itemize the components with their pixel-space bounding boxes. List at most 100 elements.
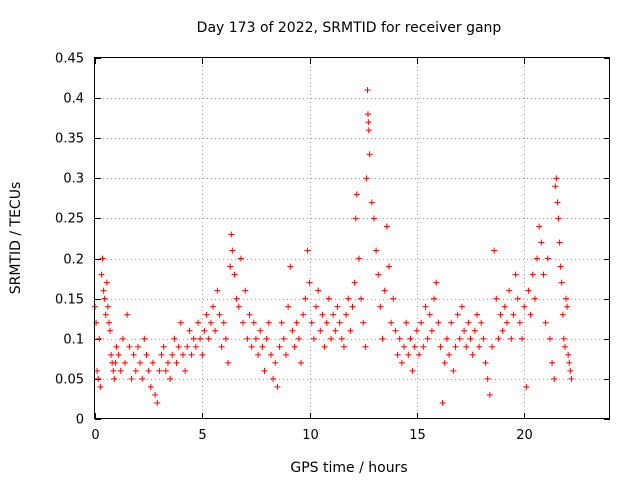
data-point: [523, 383, 530, 390]
y-tick-label: 0.25: [55, 212, 84, 227]
data-point: [407, 335, 414, 342]
data-point: [484, 375, 491, 382]
data-point: [300, 311, 307, 318]
data-point: [98, 271, 105, 278]
data-point: [235, 303, 242, 310]
data-point: [336, 319, 343, 326]
data-point: [173, 359, 180, 366]
data-point: [228, 231, 235, 238]
data-point: [352, 215, 359, 222]
data-point: [476, 343, 483, 350]
x-axis-label: GPS time / hours: [290, 460, 407, 476]
data-point: [446, 351, 453, 358]
data-point: [287, 263, 294, 270]
data-point: [396, 335, 403, 342]
data-point: [126, 343, 133, 350]
y-tick-label: 0.05: [55, 373, 84, 388]
data-point: [554, 199, 561, 206]
data-point: [531, 295, 538, 302]
data-point: [197, 335, 204, 342]
data-point: [171, 335, 178, 342]
data-point: [246, 311, 253, 318]
data-point: [328, 335, 335, 342]
data-point: [480, 335, 487, 342]
data-point: [525, 287, 532, 294]
data-point: [383, 223, 390, 230]
data-point: [538, 239, 545, 246]
data-point: [536, 223, 543, 230]
data-point: [439, 399, 446, 406]
data-point: [401, 343, 407, 350]
data-point: [375, 271, 382, 278]
data-point: [101, 295, 108, 302]
data-point: [315, 287, 322, 294]
data-point: [93, 319, 100, 326]
data-point: [516, 319, 523, 326]
data-point: [441, 359, 448, 366]
data-point: [257, 327, 264, 334]
data-point: [302, 295, 309, 302]
data-point: [220, 319, 227, 326]
data-point: [195, 319, 201, 326]
data-point: [437, 343, 444, 350]
data-point: [149, 359, 156, 366]
data-point: [345, 295, 352, 302]
data-point: [325, 295, 332, 302]
data-point: [381, 287, 388, 294]
data-point: [218, 343, 225, 350]
data-point: [175, 343, 182, 350]
data-point: [495, 335, 502, 342]
data-point: [527, 311, 534, 318]
data-point: [358, 295, 365, 302]
data-point: [486, 391, 493, 398]
data-point: [100, 287, 107, 294]
data-point: [366, 151, 373, 158]
data-point: [521, 303, 528, 310]
data-point: [113, 343, 120, 350]
data-point: [463, 343, 470, 350]
data-point: [555, 215, 562, 222]
data-point: [115, 351, 122, 358]
data-point: [435, 319, 442, 326]
data-point: [469, 351, 476, 358]
data-point: [96, 335, 103, 342]
data-point: [564, 303, 571, 310]
data-point: [452, 343, 459, 350]
data-point: [169, 351, 176, 358]
data-point: [143, 351, 150, 358]
data-point: [119, 335, 126, 342]
data-point: [398, 359, 405, 366]
data-point: [289, 327, 296, 334]
data-point: [392, 327, 399, 334]
data-point: [261, 367, 268, 374]
data-point: [330, 311, 337, 318]
data-point: [540, 271, 547, 278]
data-point: [306, 279, 313, 286]
data-point: [560, 335, 567, 342]
data-point: [278, 319, 285, 326]
data-point: [556, 239, 563, 246]
data-point: [321, 343, 328, 350]
data-point: [482, 359, 489, 366]
data-point: [227, 263, 234, 270]
data-point: [210, 303, 217, 310]
data-point: [184, 343, 191, 350]
data-point: [418, 319, 425, 326]
data-point: [508, 335, 515, 342]
data-point: [534, 255, 541, 262]
data-point: [347, 327, 354, 334]
data-point: [519, 335, 526, 342]
data-point: [248, 343, 255, 350]
data-point: [110, 367, 117, 374]
data-point: [426, 311, 433, 318]
y-tick-label: 0.2: [63, 253, 84, 268]
data-point: [108, 351, 115, 358]
data-point: [546, 335, 553, 342]
data-point: [242, 287, 249, 294]
data-point: [443, 335, 450, 342]
data-point: [158, 351, 165, 358]
data-point: [104, 303, 111, 310]
data-point: [295, 335, 302, 342]
data-point: [370, 215, 377, 222]
data-point: [231, 271, 238, 278]
